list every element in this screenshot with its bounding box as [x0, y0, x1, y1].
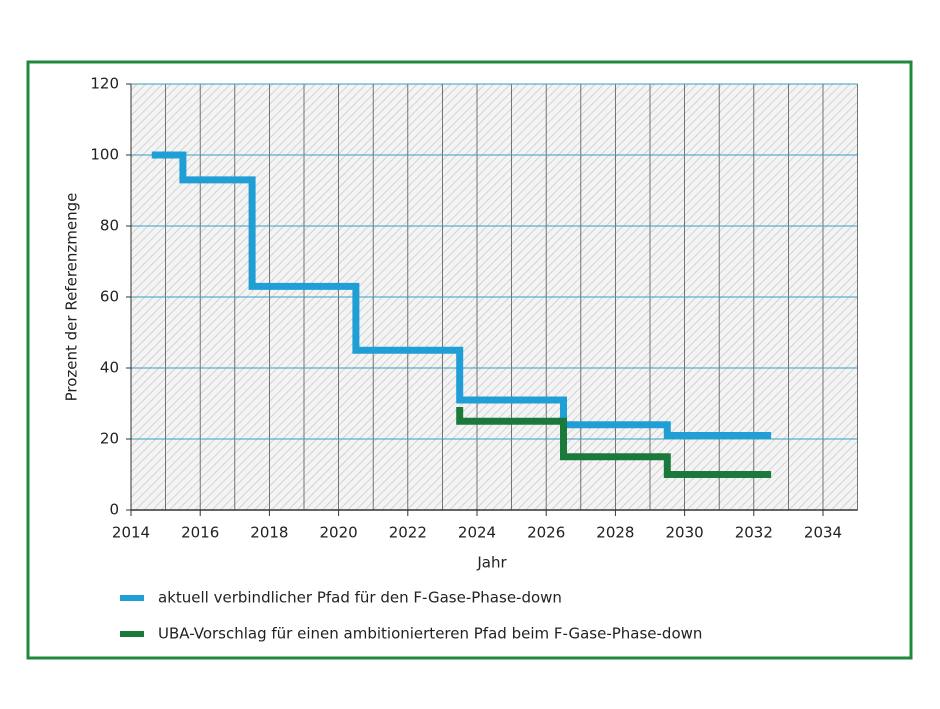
x-tick-label: 2022	[389, 524, 427, 542]
x-tick-label: 2028	[596, 524, 634, 542]
series-line	[151, 151, 772, 439]
x-tick-label: 2018	[250, 524, 288, 542]
y-tick-label: 120	[90, 75, 119, 93]
x-tick-label: 2020	[320, 524, 358, 542]
x-tick-label: 2032	[735, 524, 773, 542]
x-tick-label: 2026	[527, 524, 565, 542]
y-tick-label: 100	[90, 146, 119, 164]
y-tick-label: 40	[100, 359, 119, 377]
x-axis-label: Jahr	[476, 554, 507, 572]
series-line	[456, 407, 772, 478]
y-axis-label: Prozent der Referenzmenge	[63, 193, 81, 402]
x-tick-label: 2014	[112, 524, 150, 542]
x-tick-label: 2034	[804, 524, 842, 542]
legend-label: UBA-Vorschlag für einen ambitionierteren…	[158, 625, 702, 643]
x-tick-label: 2016	[181, 524, 219, 542]
y-tick-label: 0	[109, 501, 119, 519]
x-tick-label: 2030	[666, 524, 704, 542]
y-tick-label: 60	[100, 288, 119, 306]
y-tick-label: 20	[100, 430, 119, 448]
frame	[26, 60, 913, 660]
legend-label: aktuell verbindlicher Pfad für den F-Gas…	[158, 589, 562, 607]
x-tick-label: 2024	[458, 524, 496, 542]
y-tick-label: 80	[100, 217, 119, 235]
